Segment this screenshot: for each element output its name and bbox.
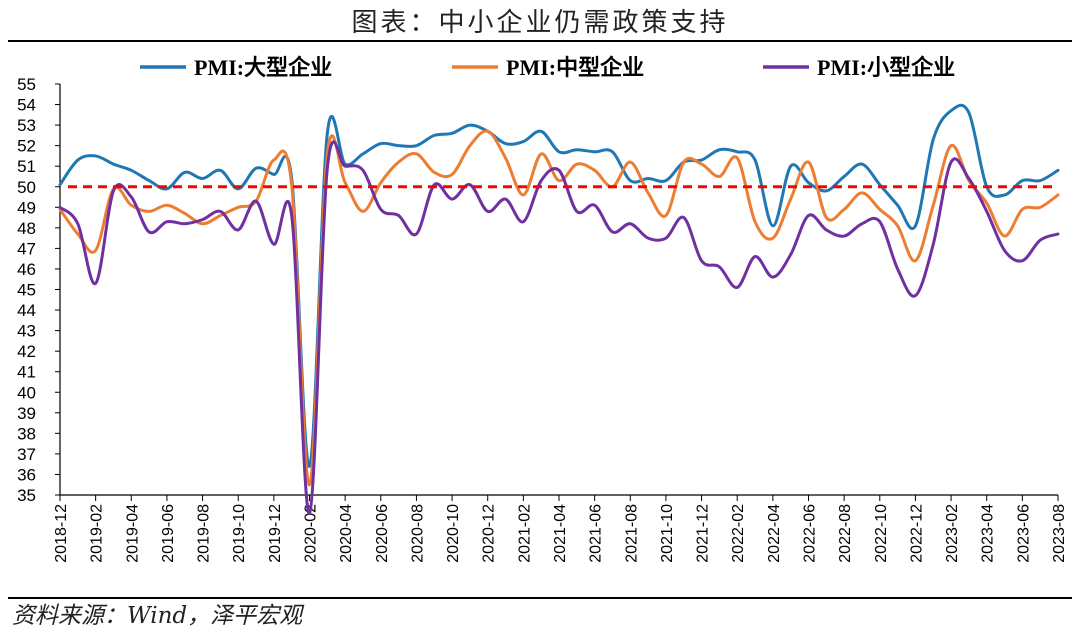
x-tick-label: 2021-10 [659,504,676,563]
y-tick-label: 53 [17,116,36,135]
x-tick-label: 2021-08 [623,504,640,563]
y-tick-label: 52 [17,137,36,156]
y-tick-label: 39 [17,404,36,423]
y-tick-label: 42 [17,342,36,361]
x-tick-label: 2022-08 [837,504,854,563]
y-tick-label: 50 [17,178,36,197]
x-tick-label: 2021-06 [588,504,605,563]
top-rule [8,40,1072,42]
y-tick-label: 35 [17,486,36,505]
x-tick-label: 2019-10 [231,504,248,563]
series-line-small [58,140,1060,516]
y-tick-label: 55 [17,75,36,94]
legend-medium-label: PMI:中型企业 [506,55,644,80]
x-tick-label: 2020-08 [409,504,426,563]
x-tick-label: 2020-12 [481,504,498,563]
x-tick-label: 2023-08 [1051,504,1068,563]
x-tick-label: 2019-08 [196,504,213,563]
y-tick-label: 54 [17,96,36,115]
x-tick-label: 2021-04 [552,504,569,563]
y-tick-label: 38 [17,424,36,443]
x-tick-label: 2020-10 [445,504,462,563]
x-tick-label: 2023-04 [980,504,997,563]
chart-title: 图表：中小企业仍需政策支持 [351,8,729,38]
x-tick-label: 2022-10 [873,504,890,563]
y-tick-label: 47 [17,239,36,258]
x-tick-label: 2022-04 [766,504,783,563]
x-tick-label: 2023-06 [1015,504,1032,563]
x-tick-label: 2022-02 [730,504,747,563]
y-tick-label: 49 [17,198,36,217]
x-tick-label: 2020-02 [303,504,320,563]
x-tick-label: 2022-06 [802,504,819,563]
y-tick-label: 37 [17,445,36,464]
bottom-rule [8,597,1072,599]
y-tick-label: 48 [17,219,36,238]
legend-large-label: PMI:大型企业 [194,55,332,80]
series-line-medium [58,129,1060,487]
x-tick-label: 2020-06 [374,504,391,563]
x-tick-label: 2019-06 [160,504,177,563]
x-tick-label: 2021-02 [516,504,533,563]
x-tick-label: 2019-04 [124,504,141,563]
legend-small-label: PMI:小型企业 [817,55,955,80]
x-tick-label: 2019-12 [267,504,284,563]
y-tick-label: 51 [17,157,36,176]
x-tick-label: 2018-12 [53,504,70,563]
x-tick-label: 2021-12 [695,504,712,563]
y-tick-label: 46 [17,260,36,279]
series-line-large [58,103,1060,468]
y-tick-label: 41 [17,363,36,382]
y-tick-label: 43 [17,322,36,341]
source-note: 资料来源：Wind，泽平宏观 [12,603,303,629]
x-tick-label: 2019-02 [89,504,106,563]
x-tick-label: 2023-02 [944,504,961,563]
y-tick-label: 44 [17,301,36,320]
y-tick-label: 45 [17,281,36,300]
y-tick-label: 36 [17,465,36,484]
y-tick-label: 40 [17,383,36,402]
x-tick-label: 2022-12 [908,504,925,563]
x-tick-label: 2020-04 [338,504,355,563]
